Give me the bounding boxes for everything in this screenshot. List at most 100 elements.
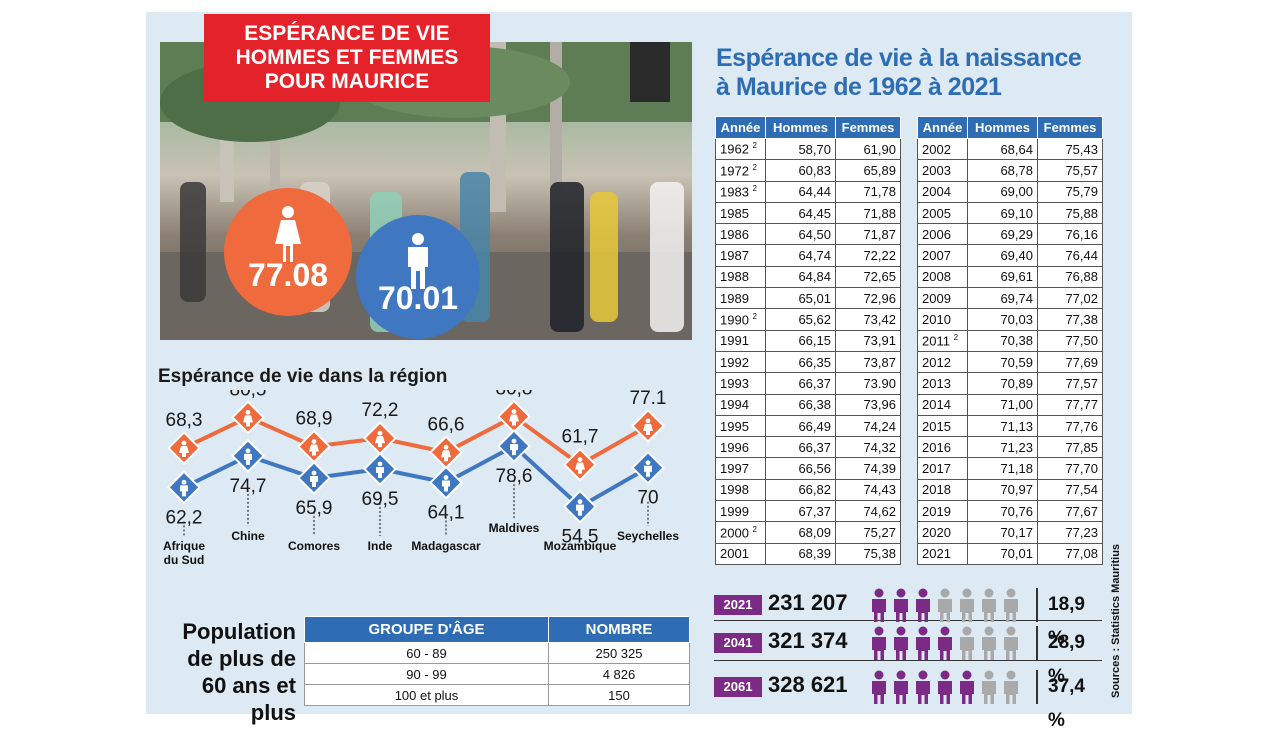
women-data-point (231, 400, 265, 435)
projection-percent: 28,9 % (1036, 626, 1104, 687)
population-row: 90 - 99 4 826 (304, 663, 691, 685)
women-cell: 75,57 (1037, 159, 1103, 182)
men-value-label: 69,5 (362, 489, 399, 510)
men-cell: 67,37 (765, 500, 836, 523)
population-title-line-3: 60 ans et plus (201, 673, 296, 725)
life-table-title-line-2: à Maurice de 1962 à 2021 (716, 73, 1002, 101)
year-cell: 2019 (917, 500, 968, 523)
person-empty-icon (982, 670, 996, 704)
table-row: 2014 71,00 77,77 (917, 393, 1103, 416)
men-data-point (167, 470, 201, 505)
table-row: 2017 71,18 77,70 (917, 457, 1103, 480)
year-cell: 1994 (715, 393, 766, 416)
year-cell: 2020 (917, 521, 968, 544)
year-cell: 2015 (917, 414, 968, 438)
table-row: 2010 70,03 77,38 (917, 308, 1103, 331)
women-value-label: 77.1 (630, 390, 667, 409)
population-title-line-2: de plus de (187, 646, 296, 671)
men-cell: 71,00 (967, 393, 1038, 416)
women-cell: 77,23 (1037, 521, 1103, 544)
year-cell: 1962 2 (715, 137, 766, 161)
table-row: 2018 70,97 77,54 (917, 478, 1103, 502)
person-filled-icon (894, 588, 908, 622)
category-label: Madagascar (411, 539, 481, 553)
age-group-cell: 60 - 89 (304, 642, 549, 664)
men-cell: 65,62 (765, 308, 836, 331)
person-filled-icon (872, 670, 886, 704)
women-value-label: 68,9 (296, 408, 333, 429)
projection-year: 2021 (714, 595, 762, 615)
man-icon (408, 233, 428, 289)
table-row: 2002 68,64 75,43 (917, 137, 1103, 161)
projection-count: 231 207 (768, 590, 848, 615)
men-cell: 64,50 (765, 223, 836, 246)
year-cell: 1997 (715, 457, 766, 480)
projection-percent: 18,9 % (1036, 588, 1104, 649)
men-value: 70.01 (377, 280, 459, 316)
year-cell: 1991 (715, 329, 766, 352)
table-row: 1972 2 60,83 65,89 (715, 159, 901, 182)
year-cell: 2006 (917, 223, 968, 246)
projection-row: 2061 328 621 37,4 % (714, 670, 1104, 731)
women-cell: 72,65 (835, 265, 901, 289)
category-label: Inde (368, 539, 393, 553)
table-row: 2012 70,59 77,69 (917, 350, 1103, 374)
women-cell: 77,02 (1037, 287, 1103, 310)
men-value-label: 74,7 (230, 476, 267, 497)
men-cell: 66,38 (765, 393, 836, 416)
table-row: 1991 66,15 73,91 (715, 329, 901, 352)
men-cell: 69,40 (967, 244, 1038, 267)
women-cell: 77,08 (1037, 542, 1103, 565)
person-empty-icon (982, 626, 996, 660)
women-cell: 77,67 (1037, 500, 1103, 523)
women-life-expectancy-circle: 77.08 (224, 188, 352, 316)
year-cell: 1983 2 (715, 180, 766, 203)
women-cell: 74,62 (835, 500, 901, 523)
women-cell: 77,85 (1037, 436, 1103, 459)
year-cell: 2002 (917, 137, 968, 161)
table-row: 1962 2 58,70 61,90 (715, 137, 901, 161)
women-cell: 77,70 (1037, 457, 1103, 480)
person-empty-icon (960, 588, 974, 622)
year-cell: 2017 (917, 457, 968, 480)
men-cell: 71,13 (967, 414, 1038, 438)
men-value-label: 64,1 (428, 503, 465, 524)
women-cell: 72,96 (835, 287, 901, 310)
women-cell: 77,54 (1037, 478, 1103, 502)
year-cell: 1993 (715, 372, 766, 395)
table-row: 2004 69,00 75,79 (917, 180, 1103, 203)
women-data-point (167, 431, 201, 465)
men-value-label: 70 (637, 488, 658, 509)
person-filled-icon (938, 670, 952, 704)
women-data-point (497, 399, 531, 434)
men-value-label: 62,2 (166, 507, 203, 528)
age-group-cell: 100 et plus (304, 684, 549, 706)
women-value-label: 66,6 (428, 414, 465, 435)
header-men: Hommes (967, 116, 1038, 139)
men-cell: 71,18 (967, 457, 1038, 480)
men-cell: 70,01 (967, 542, 1038, 565)
men-cell: 58,70 (765, 137, 836, 161)
projection-count: 328 621 (768, 672, 848, 697)
men-data-point (563, 489, 597, 524)
men-value-label: 65,9 (296, 498, 333, 519)
men-cell: 68,78 (967, 159, 1038, 182)
year-cell: 1996 (715, 436, 766, 459)
year-cell: 2014 (917, 393, 968, 416)
header-men: Hommes (765, 116, 836, 139)
table-row: 2020 70,17 77,23 (917, 521, 1103, 544)
men-value-label: 54,5 (562, 527, 599, 548)
year-cell: 2003 (917, 159, 968, 182)
table-row: 1995 66,49 74,24 (715, 414, 901, 438)
women-cell: 73,96 (835, 393, 901, 416)
men-cell: 64,45 (765, 201, 836, 225)
women-cell: 75,79 (1037, 180, 1103, 203)
person-filled-icon (916, 626, 930, 660)
men-cell: 70,76 (967, 500, 1038, 523)
year-cell: 1989 (715, 287, 766, 310)
category-label: Afrique (163, 539, 205, 553)
year-cell: 2012 (917, 350, 968, 374)
category-label: Maldives (489, 521, 540, 535)
women-cell: 61,90 (835, 137, 901, 161)
